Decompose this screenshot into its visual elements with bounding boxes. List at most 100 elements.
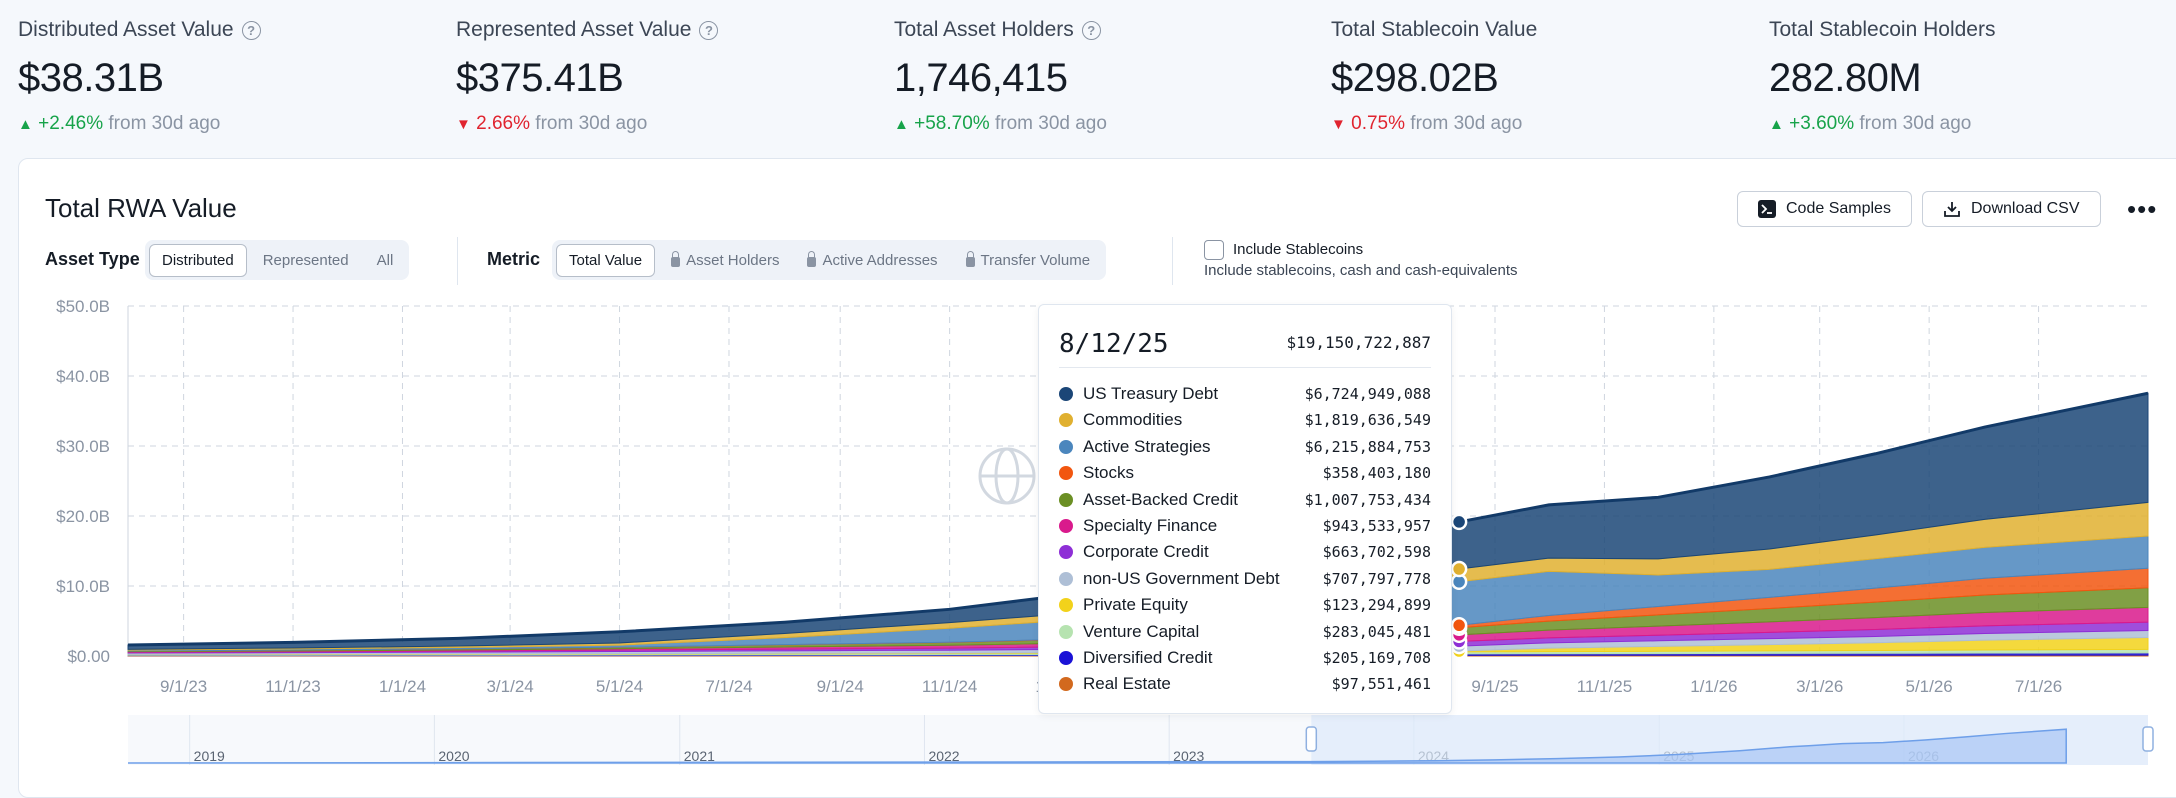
legend-dot-icon <box>1059 651 1073 665</box>
tooltip-date: 8/12/25 <box>1059 329 1169 359</box>
navigator-label: 2019 <box>194 748 225 764</box>
tooltip-series-value: $97,551,461 <box>1331 675 1431 694</box>
help-icon[interactable]: ? <box>1081 20 1101 40</box>
tooltip-row: non-US Government Debt $707,797,778 <box>1059 566 1431 592</box>
tooltip-series-name: Private Equity <box>1083 595 1188 615</box>
tooltip-series-value: $943,533,957 <box>1322 517 1431 535</box>
more-options-icon[interactable]: ••• <box>2127 194 2158 224</box>
navigator-label: 2020 <box>438 748 469 764</box>
tooltip-row: Specialty Finance $943,533,957 <box>1059 513 1431 539</box>
up-arrow-icon: ▲ <box>894 116 909 133</box>
stat-value: $375.41B <box>456 56 624 100</box>
tooltip-series-name: US Treasury Debt <box>1083 384 1219 403</box>
include-stablecoins-checkbox[interactable] <box>1204 240 1224 260</box>
y-tick-label: $40.0B <box>56 367 110 386</box>
tooltip-row: Asset-Backed Credit $1,007,753,434 <box>1059 487 1431 513</box>
hover-marker <box>1450 513 1468 531</box>
metric-option-label: Total Value <box>569 251 643 269</box>
tooltip-row: US Treasury Debt $6,724,949,088 <box>1059 381 1431 407</box>
legend-dot-icon <box>1059 545 1073 560</box>
legend-dot-icon <box>1059 571 1073 586</box>
stat-value: $298.02B <box>1331 56 1499 100</box>
stat-card: Total Stablecoin Value $298.02B ▼ 0.75% … <box>1331 18 1537 135</box>
stat-change-suffix: from 30d ago <box>1410 113 1523 134</box>
tooltip-row: Private Equity $123,294,899 <box>1059 592 1431 618</box>
legend-dot-icon <box>1059 598 1073 613</box>
help-icon[interactable]: ? <box>241 20 261 40</box>
tooltip-row: Diversified Credit $205,169,708 <box>1059 645 1431 671</box>
tooltip-total: $19,150,722,887 <box>1286 333 1432 352</box>
legend-dot-icon <box>1059 413 1073 428</box>
stat-value: 282.80M <box>1769 56 1922 100</box>
legend-dot-icon <box>1059 387 1073 401</box>
tooltip-series-name: Real Estate <box>1083 674 1171 694</box>
tooltip-row: Commodities $1,819,636,549 <box>1059 407 1431 433</box>
down-arrow-icon: ▼ <box>1331 116 1346 133</box>
asset-type-option[interactable]: All <box>376 251 394 269</box>
metric-option-label: Active Addresses <box>822 251 938 269</box>
tooltip-row: Corporate Credit $663,702,598 <box>1059 539 1431 565</box>
chart-tooltip: 8/12/25 $19,150,722,887 US Treasury Debt… <box>1038 304 1452 714</box>
stat-change-suffix: from 30d ago <box>994 113 1107 134</box>
tooltip-series-value: $205,169,708 <box>1322 649 1431 667</box>
tooltip-series-name: Stocks <box>1083 463 1135 483</box>
terminal-icon <box>1758 200 1776 218</box>
tooltip-series-value: $1,007,753,434 <box>1304 490 1431 509</box>
legend-dot-icon <box>1059 677 1073 692</box>
tooltip-row: Venture Capital $283,045,481 <box>1059 619 1431 645</box>
tooltip-series-name: Diversified Credit <box>1083 648 1213 667</box>
stat-value: $38.31B <box>18 56 164 100</box>
navigator-label: 2022 <box>928 748 959 764</box>
x-tick-label: 7/1/24 <box>705 677 752 696</box>
tooltip-series-value: $6,215,884,753 <box>1304 437 1431 456</box>
help-icon[interactable]: ? <box>699 20 719 40</box>
tooltip-divider <box>1059 367 1431 368</box>
x-tick-label: 11/1/24 <box>922 677 977 696</box>
include-stablecoins-label[interactable]: Include Stablecoins <box>1233 241 1364 258</box>
stat-change: 0.75% <box>1351 113 1406 134</box>
up-arrow-icon: ▲ <box>1769 116 1784 133</box>
stat-label: Represented Asset Value <box>456 18 692 41</box>
x-tick-label: 11/1/25 <box>1577 677 1632 696</box>
lock-icon <box>671 250 681 267</box>
x-tick-label: 9/1/23 <box>160 677 207 696</box>
metric-option[interactable]: Asset Holders <box>659 245 791 276</box>
metric-option-label: Asset Holders <box>686 251 780 269</box>
divider <box>1172 237 1173 285</box>
metric-option[interactable]: Total Value <box>556 243 656 277</box>
x-tick-label: 7/1/26 <box>2015 677 2062 696</box>
tooltip-series-name: non-US Government Debt <box>1083 568 1280 588</box>
x-tick-label: 5/1/24 <box>596 677 643 696</box>
x-tick-label: 9/1/25 <box>1471 677 1518 696</box>
code-samples-button[interactable]: Code Samples <box>1737 191 1912 227</box>
navigator-label: 2021 <box>684 748 715 764</box>
tooltip-row: Real Estate $97,551,461 <box>1059 671 1431 697</box>
up-arrow-icon: ▲ <box>18 116 33 133</box>
metric-option[interactable]: Active Addresses <box>795 245 949 276</box>
stat-label: Distributed Asset Value <box>18 18 234 41</box>
asset-type-option[interactable]: Represented <box>262 251 349 269</box>
download-csv-button[interactable]: Download CSV <box>1922 191 2101 227</box>
x-tick-label: 3/1/24 <box>486 677 533 696</box>
y-tick-label: $20.0B <box>56 507 110 526</box>
tooltip-series-value: $707,797,778 <box>1322 569 1431 588</box>
stat-change: 2.66% <box>476 113 531 134</box>
metric-option[interactable]: Transfer Volume <box>954 245 1103 276</box>
tooltip-row: Active Strategies $6,215,884,753 <box>1059 434 1431 460</box>
tooltip-series-name: Corporate Credit <box>1083 542 1209 562</box>
tooltip-series-value: $1,819,636,549 <box>1304 411 1431 430</box>
tooltip-series-value: $358,403,180 <box>1322 464 1431 483</box>
tooltip-series-value: $663,702,598 <box>1322 543 1431 562</box>
code-samples-label: Code Samples <box>1786 200 1891 217</box>
navigator-handle-right[interactable] <box>2142 726 2154 752</box>
x-tick-label: 9/1/24 <box>817 677 864 696</box>
tooltip-series-name: Active Strategies <box>1083 436 1211 456</box>
stat-label: Total Stablecoin Holders <box>1769 18 1996 41</box>
metric-option-label: Transfer Volume <box>980 251 1091 269</box>
legend-dot-icon <box>1059 466 1073 481</box>
asset-type-option[interactable]: Distributed <box>149 243 247 277</box>
metric-label: Metric <box>487 249 541 269</box>
stat-change-suffix: from 30d ago <box>535 113 648 134</box>
navigator-handle-left[interactable] <box>1305 726 1318 752</box>
download-icon <box>1944 202 1960 217</box>
